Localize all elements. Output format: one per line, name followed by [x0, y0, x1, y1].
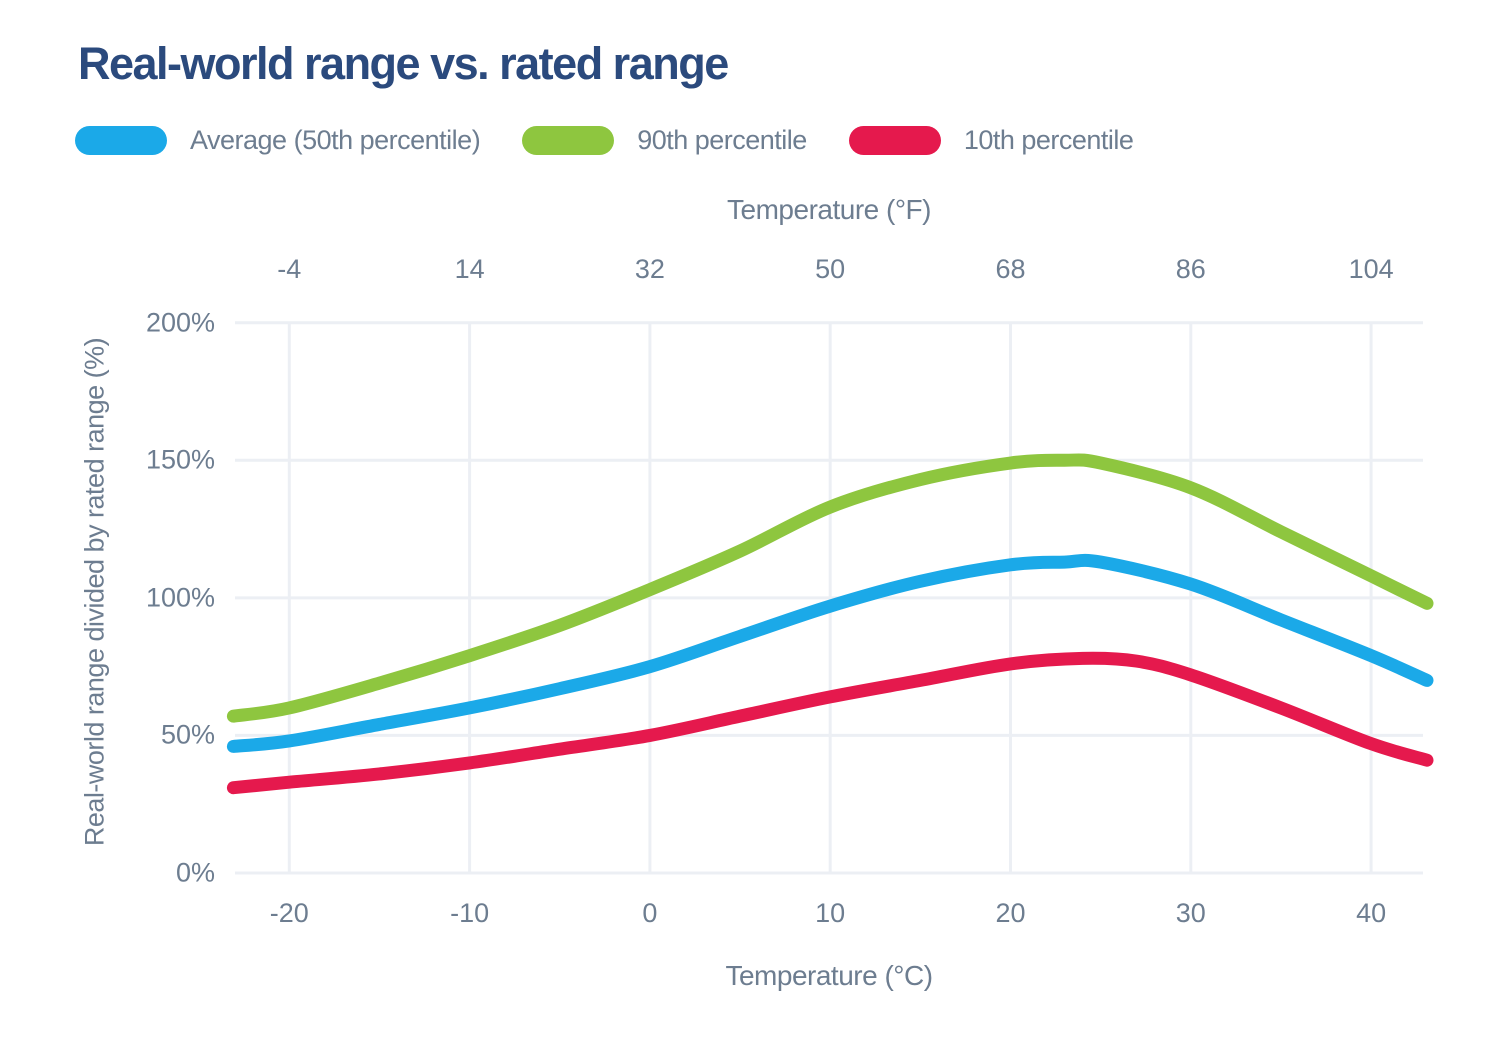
series-line-90th-percentile — [226, 453, 1434, 723]
top-axis-title: Temperature (°F) — [727, 194, 931, 225]
bottom-axis-tick-label: -10 — [450, 898, 490, 928]
bottom-axis-tick-label: 20 — [995, 898, 1026, 928]
y-axis-tick-label: 0% — [175, 857, 215, 888]
legend-swatch-90th-percentile — [522, 126, 615, 155]
top-axis-tick-label: -4 — [277, 254, 302, 284]
legend-label-10th-percentile: 10th percentile — [963, 125, 1134, 155]
legend-swatch-10th-percentile — [848, 126, 941, 155]
bottom-axis-title: Temperature (°C) — [725, 960, 933, 991]
series-line-average-50th-percentile — [226, 553, 1434, 753]
top-axis-tick-label: 14 — [454, 254, 485, 284]
top-axis-tick-label: 104 — [1348, 254, 1394, 284]
y-axis-tick-label: 150% — [145, 444, 215, 475]
legend-item-average: Average (50th percentile) — [75, 125, 481, 156]
legend-item-10th-percentile: 10th percentile — [848, 125, 1134, 156]
legend-label-90th-percentile: 90th percentile — [637, 125, 807, 155]
y-axis-tick-label: 100% — [145, 582, 215, 613]
bottom-axis-tick-label: 30 — [1175, 898, 1206, 928]
bottom-axis-tick-label: -20 — [269, 898, 309, 928]
bottom-axis-tick-label: 0 — [642, 898, 658, 928]
chart-title: Real-world range vs. rated range — [78, 38, 729, 89]
chart-legend: Average (50th percentile) 90th percentil… — [75, 125, 1134, 156]
legend-label-average: Average (50th percentile) — [190, 125, 481, 155]
legend-item-90th-percentile: 90th percentile — [522, 125, 807, 156]
legend-swatch-average — [75, 126, 167, 155]
top-axis-tick-label: 68 — [995, 254, 1026, 284]
series-line-10th-percentile — [226, 651, 1434, 795]
top-axis-tick-label: 32 — [634, 254, 665, 284]
top-axis-tick-label: 50 — [815, 254, 846, 284]
y-axis-tick-label: 200% — [145, 307, 215, 338]
bottom-axis-tick-label: 40 — [1356, 898, 1387, 928]
bottom-axis-tick-label: 10 — [815, 898, 846, 928]
y-axis-tick-label: 50% — [160, 719, 215, 750]
top-axis-tick-label: 86 — [1175, 254, 1206, 284]
